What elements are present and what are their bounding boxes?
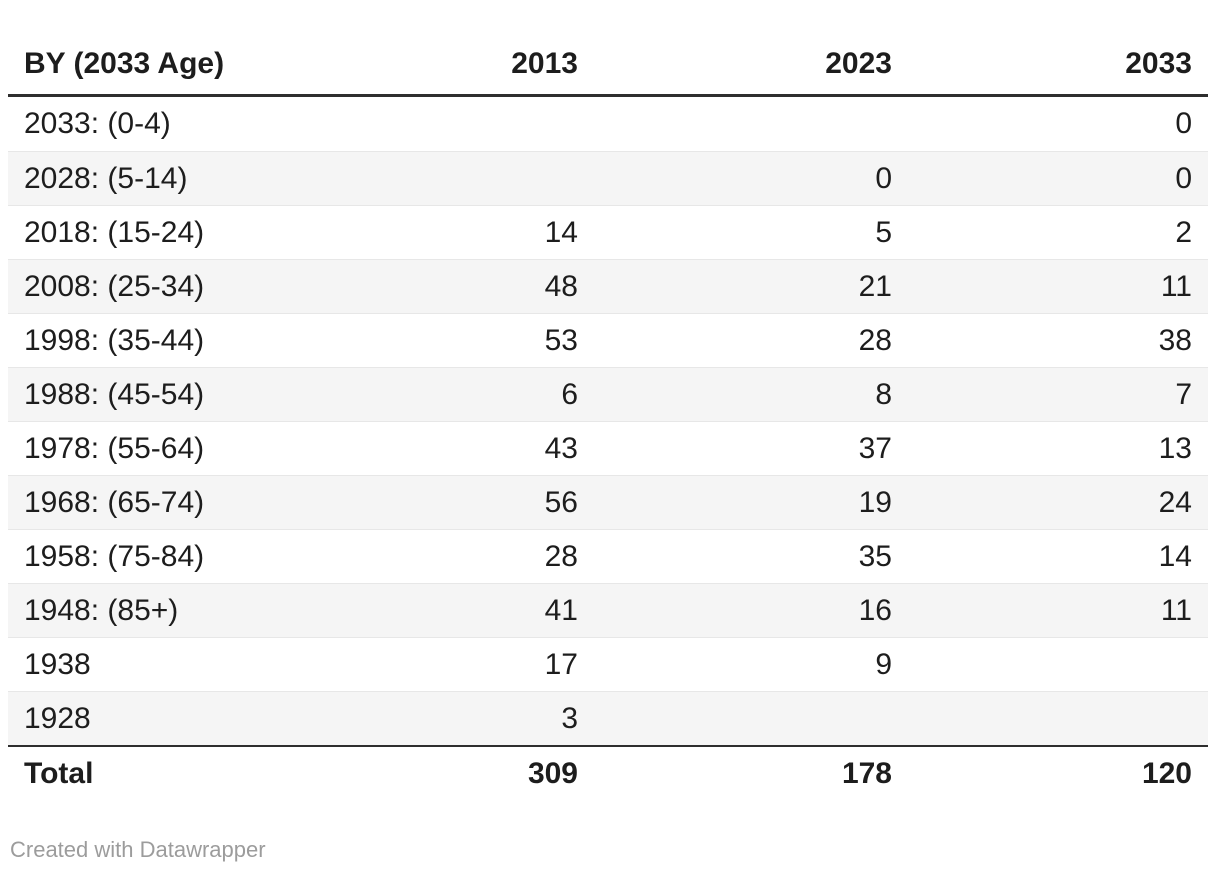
cell-2013: 17 <box>294 637 594 691</box>
table-footer: Total 309 178 120 <box>8 745 1208 801</box>
cell-2033: 0 <box>908 151 1208 205</box>
cell-2033: 24 <box>908 475 1208 529</box>
row-label: 2033: (0-4) <box>24 107 171 140</box>
row-label: 2018: (15-24) <box>8 205 294 259</box>
col-header-2033: 2033 <box>908 34 1208 97</box>
header-row: BY (2033 Age) 2013 2023 2033 <box>8 34 1208 97</box>
cell-2023: 9 <box>594 637 908 691</box>
total-2033: 120 <box>908 745 1208 801</box>
cell-2013: 43 <box>294 421 594 475</box>
col-header-2013: 2013 <box>294 34 594 97</box>
cell-2033: 11 <box>908 259 1208 313</box>
data-table: BY (2033 Age) 2013 2023 2033 2033: (0-4)… <box>8 34 1208 801</box>
cell-2013 <box>294 151 594 205</box>
total-label: Total <box>8 745 294 801</box>
table-row: 2033: (0-4) 0 <box>8 97 1208 151</box>
table-row: 1998: (35-44) 53 28 38 <box>8 313 1208 367</box>
cell-2023: 19 <box>594 475 908 529</box>
cell-2023 <box>594 97 908 151</box>
row-label: 2008: (25-34) <box>8 259 294 313</box>
table-row: 2008: (25-34) 48 21 11 <box>8 259 1208 313</box>
cell-2013: 48 <box>294 259 594 313</box>
cell-2023: 35 <box>594 529 908 583</box>
row-label: 1998: (35-44) <box>8 313 294 367</box>
cell-2033 <box>908 691 1208 745</box>
table-row: 2028: (5-14) 0 0 <box>8 151 1208 205</box>
table-row: 1958: (75-84) 28 35 14 <box>8 529 1208 583</box>
table-row: 2018: (15-24) 14 5 2 <box>8 205 1208 259</box>
row-label: 1938 <box>8 637 294 691</box>
cell-2023: 16 <box>594 583 908 637</box>
cell-2023: 0 <box>594 151 908 205</box>
cell-2023: 21 <box>594 259 908 313</box>
table-row: 1938 17 9 <box>8 637 1208 691</box>
cell-2033: 38 <box>908 313 1208 367</box>
cell-2033 <box>908 637 1208 691</box>
table-row: 1928 3 <box>8 691 1208 745</box>
cell-2033: 7 <box>908 367 1208 421</box>
cell-2023: 5 <box>594 205 908 259</box>
cell-2013 <box>294 97 594 151</box>
cell-2023: 28 <box>594 313 908 367</box>
cell-2023: 37 <box>594 421 908 475</box>
row-label: 1928 <box>8 691 294 745</box>
cell-2033: 14 <box>908 529 1208 583</box>
row-label: 1988: (45-54) <box>8 367 294 421</box>
cell-2033: 0 <box>1175 107 1192 140</box>
row-label: 1958: (75-84) <box>8 529 294 583</box>
total-row: Total 309 178 120 <box>8 745 1208 801</box>
cell-2033: 2 <box>908 205 1208 259</box>
cell-2013: 56 <box>294 475 594 529</box>
cell-2023 <box>594 691 908 745</box>
row-label: 1948: (85+) <box>8 583 294 637</box>
cell-2013: 28 <box>294 529 594 583</box>
row-label: 2028: (5-14) <box>8 151 294 205</box>
table-row: 1978: (55-64) 43 37 13 <box>8 421 1208 475</box>
col-header-by-age: BY (2033 Age) <box>8 34 294 97</box>
table-row: 1988: (45-54) 6 8 7 <box>8 367 1208 421</box>
table-body: 2033: (0-4) 0 2028: (5-14) 0 0 2018: (15… <box>8 97 1208 745</box>
cell-2013: 14 <box>294 205 594 259</box>
total-2023: 178 <box>594 745 908 801</box>
total-2013: 309 <box>294 745 594 801</box>
cell-2023: 8 <box>594 367 908 421</box>
cell-2013: 41 <box>294 583 594 637</box>
cell-2033: 11 <box>908 583 1208 637</box>
datawrapper-credit[interactable]: Created with Datawrapper <box>10 837 266 862</box>
table-row: 1968: (65-74) 56 19 24 <box>8 475 1208 529</box>
cell-2013: 53 <box>294 313 594 367</box>
table-header: BY (2033 Age) 2013 2023 2033 <box>8 34 1208 97</box>
row-label: 1978: (55-64) <box>8 421 294 475</box>
table-row: 1948: (85+) 41 16 11 <box>8 583 1208 637</box>
col-header-2023: 2023 <box>594 34 908 97</box>
row-label: 1968: (65-74) <box>8 475 294 529</box>
cell-2013: 6 <box>294 367 594 421</box>
cell-2033: 13 <box>908 421 1208 475</box>
cell-2013: 3 <box>294 691 594 745</box>
